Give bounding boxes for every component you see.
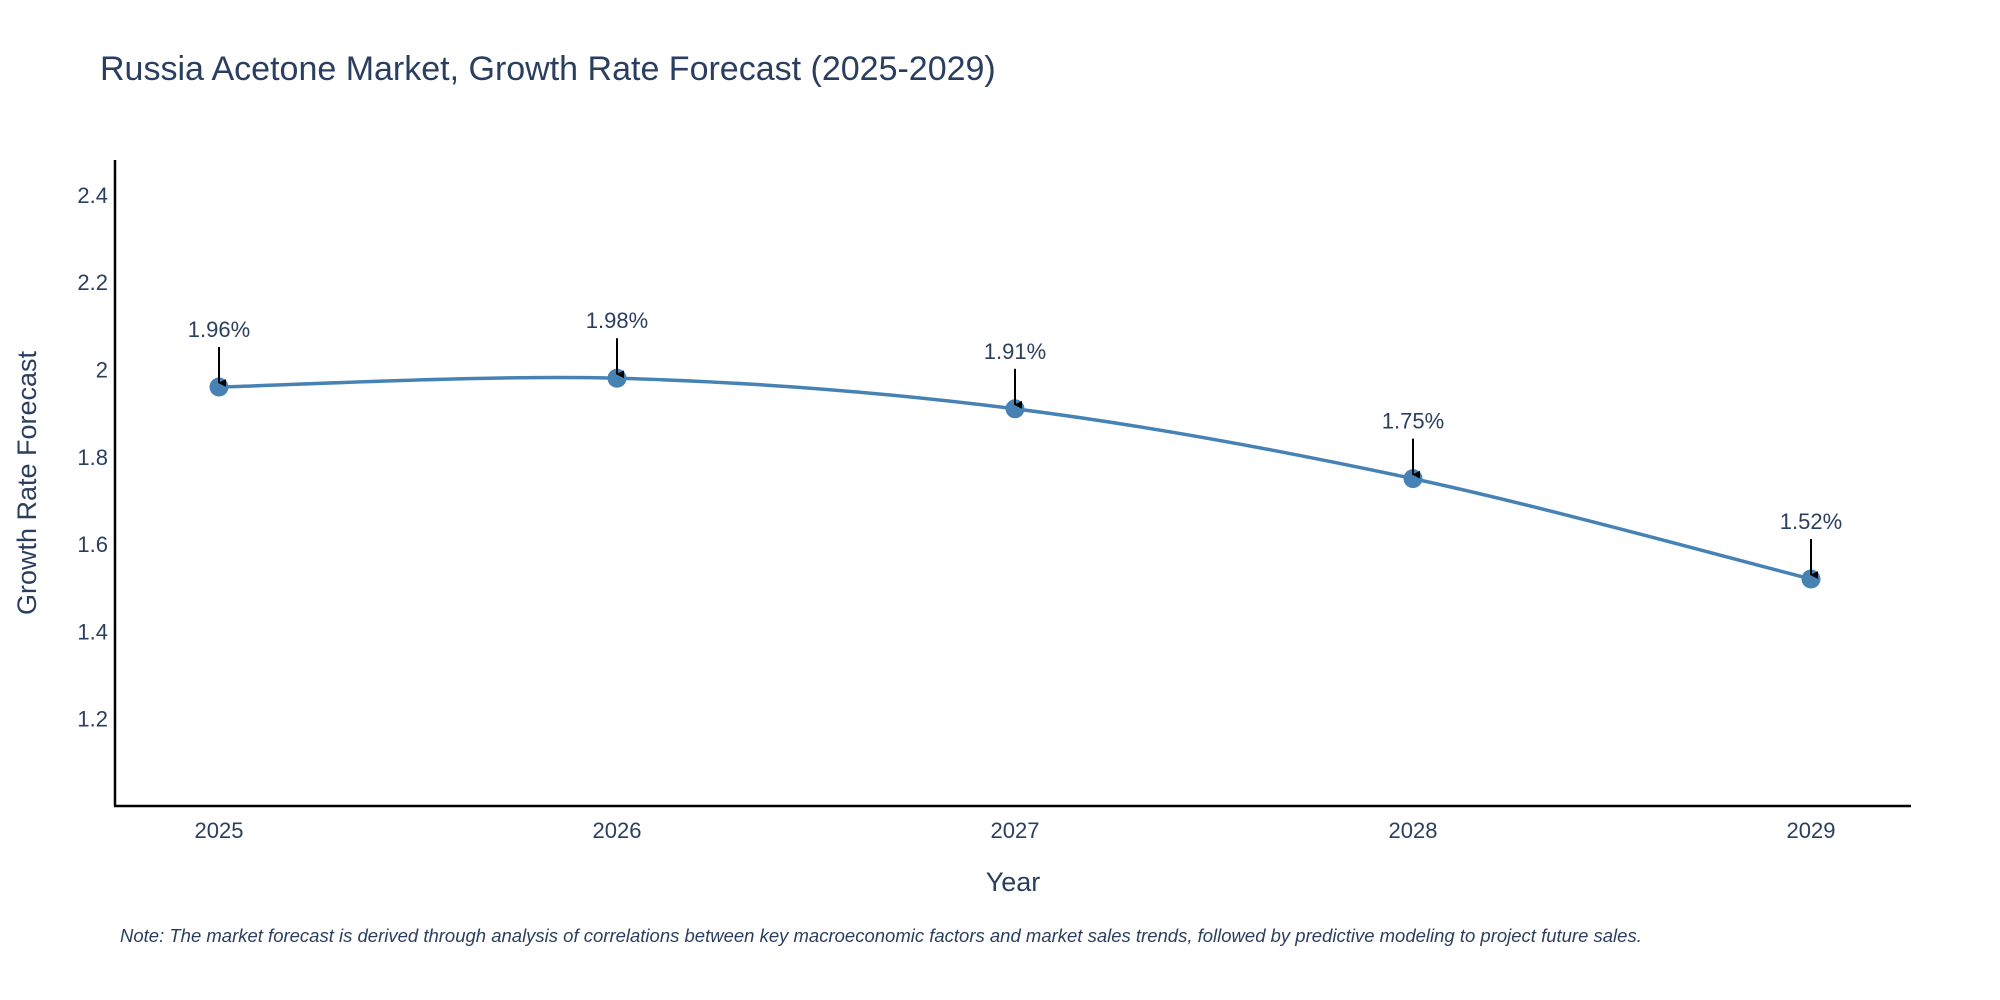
data-label: 1.96% <box>188 317 250 342</box>
x-tick-label: 2026 <box>593 818 642 843</box>
y-tick-label: 1.8 <box>77 445 108 470</box>
x-tick-label: 2027 <box>991 818 1040 843</box>
data-label: 1.75% <box>1382 409 1444 434</box>
data-label: 1.52% <box>1780 509 1842 534</box>
footnote: Note: The market forecast is derived thr… <box>120 925 1642 946</box>
x-tick-label: 2028 <box>1389 818 1438 843</box>
y-axis-ticks: 1.2 1.4 1.6 1.8 2 2.2 2.4 <box>77 183 108 732</box>
x-tick-label: 2025 <box>195 818 244 843</box>
y-tick-label: 1.6 <box>77 532 108 557</box>
data-label: 1.98% <box>586 308 648 333</box>
x-axis-title: Year <box>986 867 1041 897</box>
data-label: 1.91% <box>984 339 1046 364</box>
y-tick-label: 2.2 <box>77 270 108 295</box>
y-tick-label: 2.4 <box>77 183 108 208</box>
y-tick-label: 1.2 <box>77 707 108 732</box>
data-annotations: 1.96% 1.98% 1.91% 1.75% 1.52% <box>188 308 1842 580</box>
x-axis-ticks: 2025 2026 2027 2028 2029 <box>195 818 1836 843</box>
y-tick-label: 2 <box>96 358 108 383</box>
chart-title: Russia Acetone Market, Growth Rate Forec… <box>100 50 996 88</box>
x-tick-label: 2029 <box>1787 818 1836 843</box>
y-tick-label: 1.4 <box>77 619 108 644</box>
y-axis-title: Growth Rate Forecast <box>12 350 42 615</box>
